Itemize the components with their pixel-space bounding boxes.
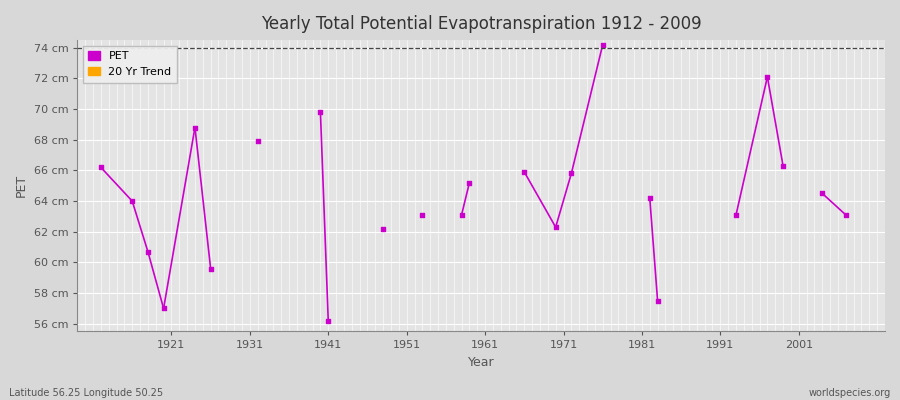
Point: [815, 190, 830, 197]
Point: [518, 169, 532, 175]
Legend: PET, 20 Yr Trend: PET, 20 Yr Trend: [83, 46, 177, 82]
Point: [454, 212, 469, 218]
Point: [313, 109, 328, 115]
Point: [415, 212, 429, 218]
Text: Latitude 56.25 Longitude 50.25: Latitude 56.25 Longitude 50.25: [9, 388, 163, 398]
Point: [376, 226, 391, 232]
Point: [760, 74, 775, 80]
Title: Yearly Total Potential Evapotranspiration 1912 - 2009: Yearly Total Potential Evapotranspiratio…: [261, 15, 701, 33]
Point: [564, 170, 579, 177]
Point: [250, 138, 265, 144]
Point: [203, 265, 218, 272]
Point: [321, 318, 336, 324]
Point: [94, 164, 108, 170]
Point: [548, 224, 562, 230]
Point: [157, 305, 171, 312]
Y-axis label: PET: PET: [15, 174, 28, 197]
Point: [651, 298, 665, 304]
Point: [125, 198, 140, 204]
Point: [729, 212, 743, 218]
Point: [839, 212, 853, 218]
X-axis label: Year: Year: [468, 356, 494, 369]
Point: [596, 42, 610, 48]
Text: worldspecies.org: worldspecies.org: [809, 388, 891, 398]
Point: [776, 163, 790, 169]
Point: [140, 248, 155, 255]
Point: [643, 195, 657, 201]
Point: [463, 180, 477, 186]
Point: [188, 124, 202, 131]
